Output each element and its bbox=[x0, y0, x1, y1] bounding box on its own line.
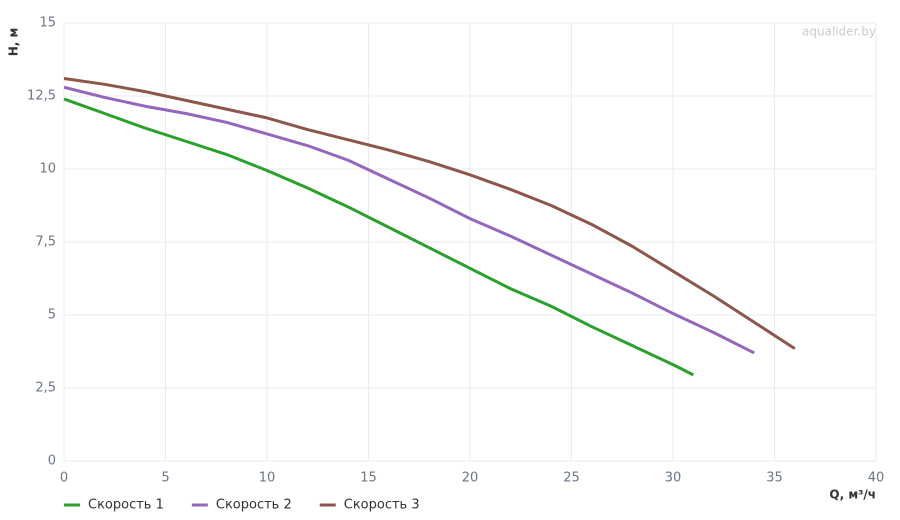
data-line bbox=[63, 76, 796, 350]
y-axis-label: H, м bbox=[7, 28, 21, 57]
y-tick-label: 15 bbox=[39, 16, 56, 31]
x-tick-label: 5 bbox=[161, 471, 169, 486]
x-tick-label: 10 bbox=[259, 471, 276, 486]
x-tick-label: 25 bbox=[563, 471, 580, 486]
data-line bbox=[63, 85, 755, 355]
legend-label: Скорость 3 bbox=[344, 498, 420, 513]
x-tick-label: 30 bbox=[665, 471, 682, 486]
watermark: aqualider.by bbox=[802, 25, 876, 39]
x-tick-label: 20 bbox=[462, 471, 479, 486]
y-tick-label: 0 bbox=[48, 454, 56, 469]
x-tick-label: 0 bbox=[60, 471, 68, 486]
data-line bbox=[63, 97, 694, 377]
y-tick-label: 5 bbox=[48, 308, 56, 323]
x-tick-label: 35 bbox=[766, 471, 783, 486]
x-tick-label: 15 bbox=[360, 471, 377, 486]
x-tick-label: 40 bbox=[868, 471, 885, 486]
legend-label: Скорость 1 bbox=[88, 498, 164, 513]
legend-label: Скорость 2 bbox=[216, 498, 292, 513]
y-tick-label: 10 bbox=[39, 162, 56, 177]
y-tick-label: 7,5 bbox=[35, 235, 56, 250]
y-tick-label: 12,5 bbox=[27, 89, 56, 104]
y-tick-label: 2,5 bbox=[35, 381, 56, 396]
x-axis-label: Q, м³/ч bbox=[829, 488, 876, 502]
